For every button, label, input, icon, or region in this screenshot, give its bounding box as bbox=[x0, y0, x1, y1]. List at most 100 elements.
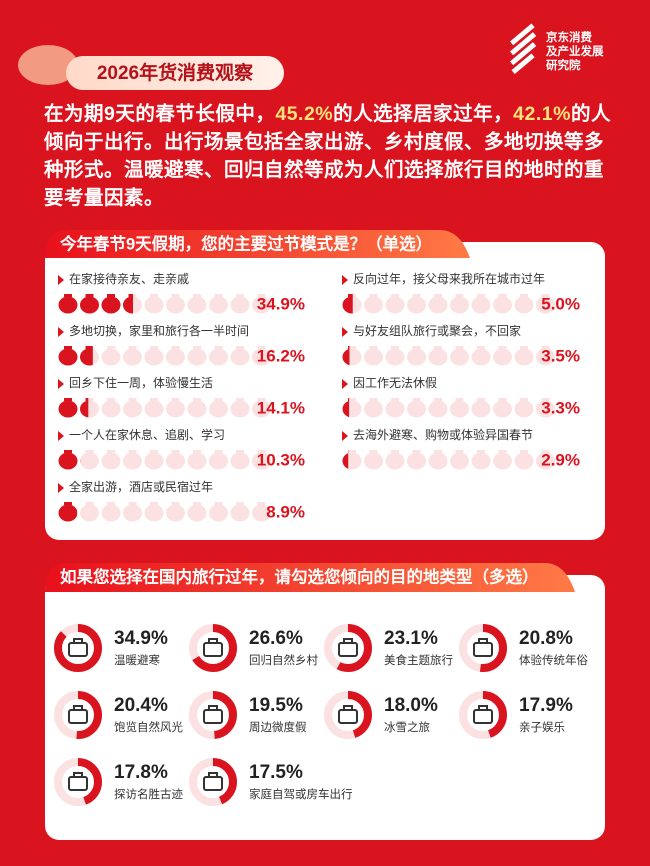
lantern-cap bbox=[257, 450, 266, 453]
lantern-cap bbox=[150, 398, 158, 401]
value-label: 20.4% bbox=[114, 695, 168, 716]
lantern-cap bbox=[520, 346, 528, 349]
lantern-cap bbox=[193, 398, 201, 401]
lantern bbox=[209, 452, 228, 470]
icon bbox=[478, 638, 488, 644]
lantern bbox=[428, 452, 448, 470]
lantern bbox=[428, 348, 448, 366]
pictograph-bar bbox=[342, 398, 350, 418]
lantern-track bbox=[58, 450, 271, 470]
lantern bbox=[450, 348, 469, 366]
lantern bbox=[123, 504, 142, 522]
lantern-cap bbox=[348, 450, 356, 453]
lantern bbox=[144, 348, 164, 366]
lantern bbox=[58, 504, 78, 522]
lantern bbox=[144, 504, 164, 522]
lantern bbox=[80, 348, 93, 366]
value-label: 19.5% bbox=[249, 695, 303, 716]
bullet bbox=[342, 327, 348, 337]
bullet bbox=[58, 327, 64, 337]
lantern-cap bbox=[171, 346, 180, 349]
lantern-cap bbox=[412, 294, 421, 297]
lantern bbox=[209, 296, 228, 314]
category-label: 多地切换，家里和旅行各一半时间 bbox=[69, 323, 249, 338]
ring bbox=[54, 758, 102, 806]
lantern-cap bbox=[412, 450, 421, 453]
ring bbox=[189, 691, 237, 739]
ring bbox=[324, 624, 372, 672]
lantern-cap bbox=[85, 346, 93, 349]
pictograph-bar bbox=[58, 398, 89, 418]
lantern bbox=[230, 504, 250, 522]
lantern-cap bbox=[391, 450, 399, 453]
value-label: 2.9% bbox=[541, 450, 580, 469]
lantern bbox=[80, 296, 99, 314]
lantern bbox=[514, 400, 534, 418]
lantern-cap bbox=[434, 346, 442, 349]
lantern bbox=[385, 348, 405, 366]
lantern bbox=[536, 400, 555, 418]
lantern-cap bbox=[257, 398, 266, 401]
value-label: 5.0% bbox=[541, 294, 580, 313]
lantern-cap bbox=[85, 450, 94, 453]
category-label: 因工作无法休假 bbox=[353, 376, 437, 390]
lantern-cap bbox=[214, 450, 223, 453]
lantern-cap bbox=[369, 398, 378, 401]
lantern-cap bbox=[434, 294, 442, 297]
lantern bbox=[101, 400, 121, 418]
lantern-cap bbox=[412, 398, 421, 401]
bullet bbox=[58, 483, 64, 493]
lantern-cap bbox=[541, 294, 550, 297]
value-label: 14.1% bbox=[257, 398, 305, 417]
lantern-cap bbox=[214, 294, 223, 297]
category-label: 家庭自驾或房车出行 bbox=[249, 787, 353, 801]
lantern bbox=[101, 348, 121, 366]
lantern bbox=[230, 452, 250, 470]
intro-part: 在为期9天的春节长假中， bbox=[44, 103, 276, 125]
lantern bbox=[252, 296, 271, 314]
lantern-cap bbox=[107, 346, 115, 349]
lantern-cap bbox=[128, 294, 134, 297]
lantern-cap bbox=[171, 294, 180, 297]
icon bbox=[208, 772, 218, 778]
logo-mark bbox=[509, 23, 537, 75]
lantern bbox=[80, 459, 81, 463]
icon bbox=[73, 705, 83, 711]
category-label: 冰雪之旅 bbox=[384, 720, 430, 734]
ring bbox=[189, 758, 237, 806]
lantern-cap bbox=[541, 450, 550, 453]
lantern bbox=[252, 348, 271, 366]
icon bbox=[208, 638, 218, 644]
lantern bbox=[80, 504, 99, 522]
lantern bbox=[514, 348, 534, 366]
lantern bbox=[536, 296, 555, 314]
lantern-cap bbox=[171, 502, 180, 505]
value-label: 34.9% bbox=[257, 294, 305, 313]
lantern bbox=[252, 452, 271, 470]
lantern-cap bbox=[128, 502, 137, 505]
lantern-cap bbox=[85, 502, 94, 505]
pictograph-bar bbox=[58, 502, 78, 522]
lantern bbox=[123, 348, 142, 366]
category-label: 体验传统年俗 bbox=[519, 653, 588, 667]
lantern-cap bbox=[150, 502, 158, 505]
lantern bbox=[493, 400, 512, 418]
lantern bbox=[407, 452, 426, 470]
lantern-cap bbox=[236, 398, 244, 401]
lantern-cap bbox=[236, 450, 244, 453]
pictograph-bar bbox=[342, 294, 353, 314]
icon bbox=[478, 705, 488, 711]
category-label: 一个人在家休息、追剧、学习 bbox=[69, 427, 225, 442]
lantern bbox=[166, 504, 185, 522]
lantern-cap bbox=[348, 346, 356, 349]
lantern bbox=[187, 452, 207, 470]
lantern bbox=[342, 400, 350, 418]
lantern bbox=[230, 296, 250, 314]
lantern bbox=[385, 296, 405, 314]
value-label: 17.9% bbox=[519, 695, 573, 716]
lantern bbox=[514, 452, 534, 470]
lantern bbox=[209, 504, 228, 522]
bullet bbox=[58, 379, 64, 389]
category-label: 反向过年，接父母来我所在城市过年 bbox=[353, 271, 545, 286]
icon bbox=[208, 705, 218, 711]
